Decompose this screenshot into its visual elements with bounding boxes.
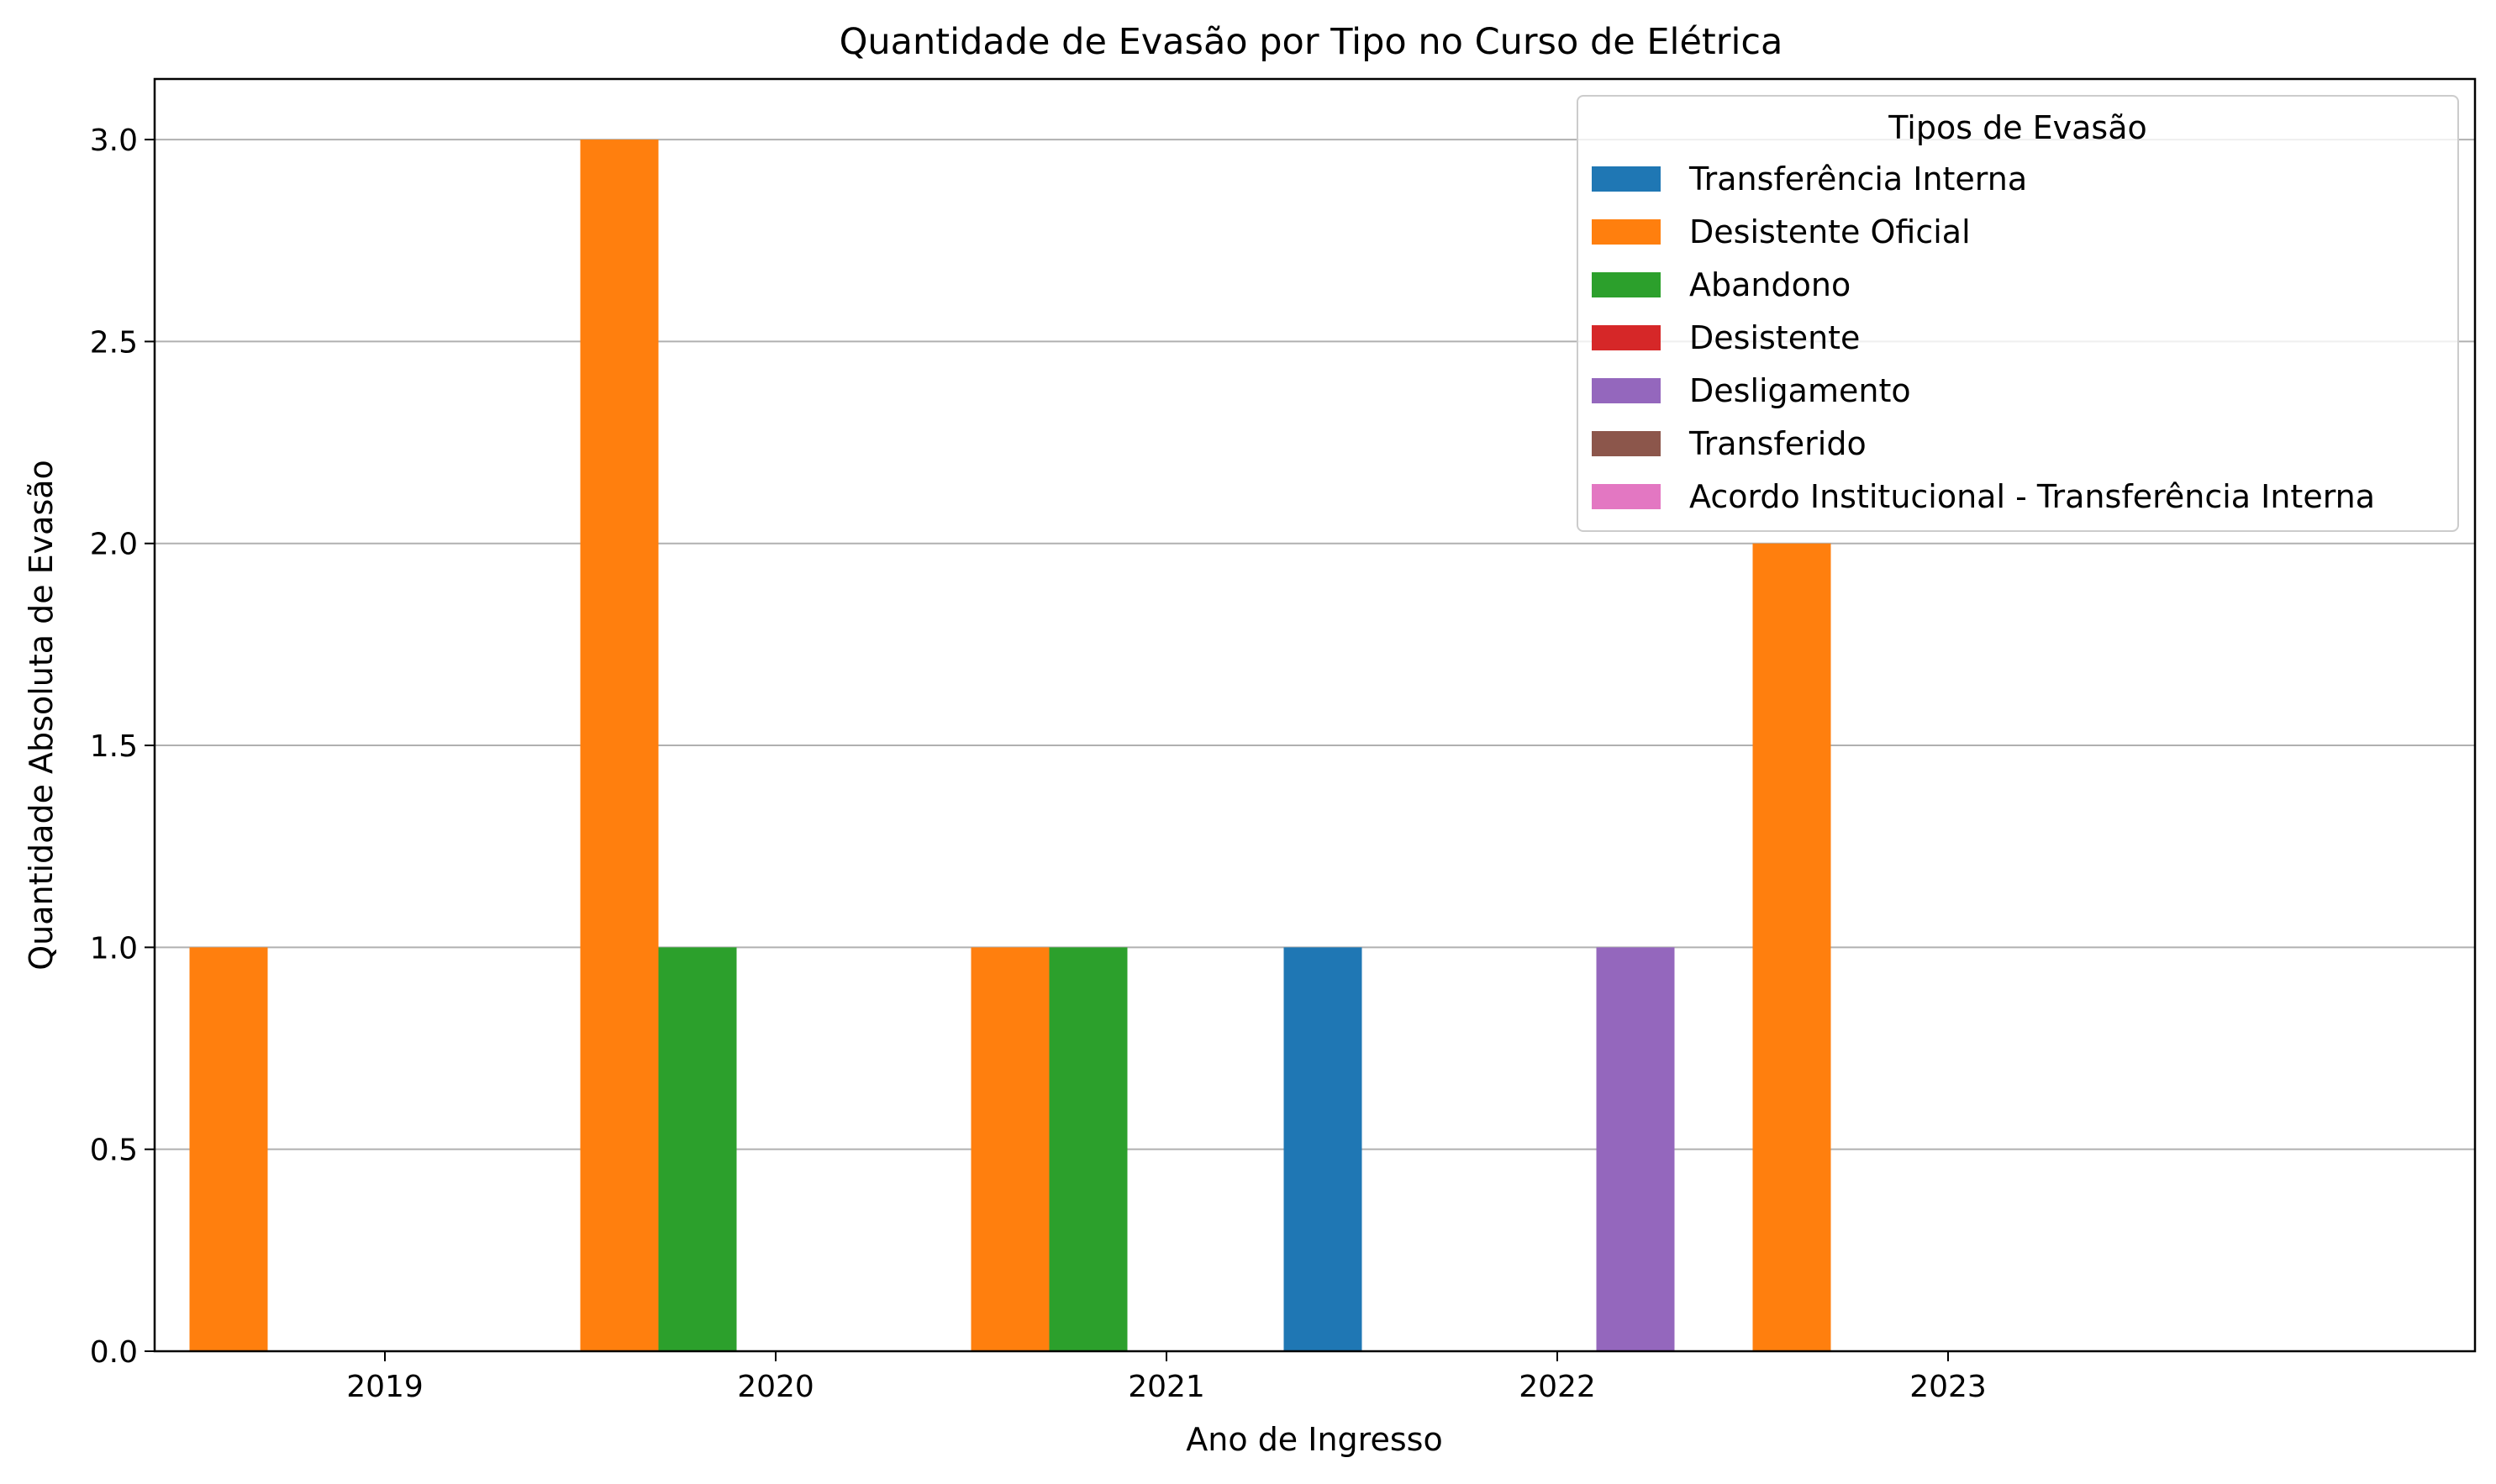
y-tick-label: 1.5 (90, 729, 138, 764)
bar (971, 947, 1050, 1351)
legend-swatch (1592, 484, 1661, 509)
legend-swatch (1592, 219, 1661, 245)
bar (1752, 543, 1831, 1351)
legend-label: Acordo Institucional - Transferência Int… (1689, 478, 2375, 515)
legend-swatch (1592, 166, 1661, 192)
x-axis-label: Ano de Ingresso (1186, 1421, 1442, 1458)
plot-frame (153, 77, 2477, 1353)
bars (189, 139, 1831, 1352)
x-tick-label: 2019 (346, 1370, 424, 1404)
bar (658, 947, 737, 1351)
y-tick-label: 2.5 (90, 325, 138, 360)
legend-swatch (1592, 272, 1661, 297)
legend: Tipos de Evasão Transferência Interna Desi… (1577, 95, 2459, 532)
x-tick-label: 2020 (737, 1370, 814, 1404)
bar (580, 139, 659, 1352)
legend-label: Desistente (1689, 319, 1860, 356)
bar (1596, 947, 1675, 1351)
legend-label: Transferido (1688, 425, 1867, 462)
legend-box (1577, 95, 2459, 532)
x-axis: 2019 2020 2021 2022 2023 (346, 1351, 1987, 1404)
legend-swatch (1592, 378, 1661, 403)
legend-label: Desistente Oficial (1689, 213, 1971, 250)
legend-label: Desligamento (1689, 372, 1911, 409)
y-tick-label: 0.0 (90, 1335, 138, 1370)
chart-title: Quantidade de Evasão por Tipo no Curso d… (840, 21, 1783, 63)
bar (189, 947, 268, 1351)
legend-title: Tipos de Evasão (1888, 109, 2147, 146)
y-tick-label: 0.5 (90, 1134, 138, 1168)
x-tick-label: 2023 (1909, 1370, 1987, 1404)
legend-swatch (1592, 325, 1661, 350)
y-axis-label: Quantidade Absoluta de Evasão (23, 460, 60, 971)
y-tick-label: 2.0 (90, 528, 138, 562)
y-tick-label: 1.0 (90, 931, 138, 966)
bar (1283, 947, 1362, 1351)
x-tick-label: 2021 (1128, 1370, 1205, 1404)
legend-label: Transferência Interna (1688, 161, 2027, 197)
bar (1049, 947, 1128, 1351)
y-axis: 0.0 0.5 1.0 1.5 2.0 2.5 3.0 (90, 124, 155, 1370)
legend-swatch (1592, 431, 1661, 456)
x-tick-label: 2022 (1519, 1370, 1596, 1404)
y-tick-label: 3.0 (90, 124, 138, 158)
legend-label: Abandono (1689, 266, 1851, 303)
